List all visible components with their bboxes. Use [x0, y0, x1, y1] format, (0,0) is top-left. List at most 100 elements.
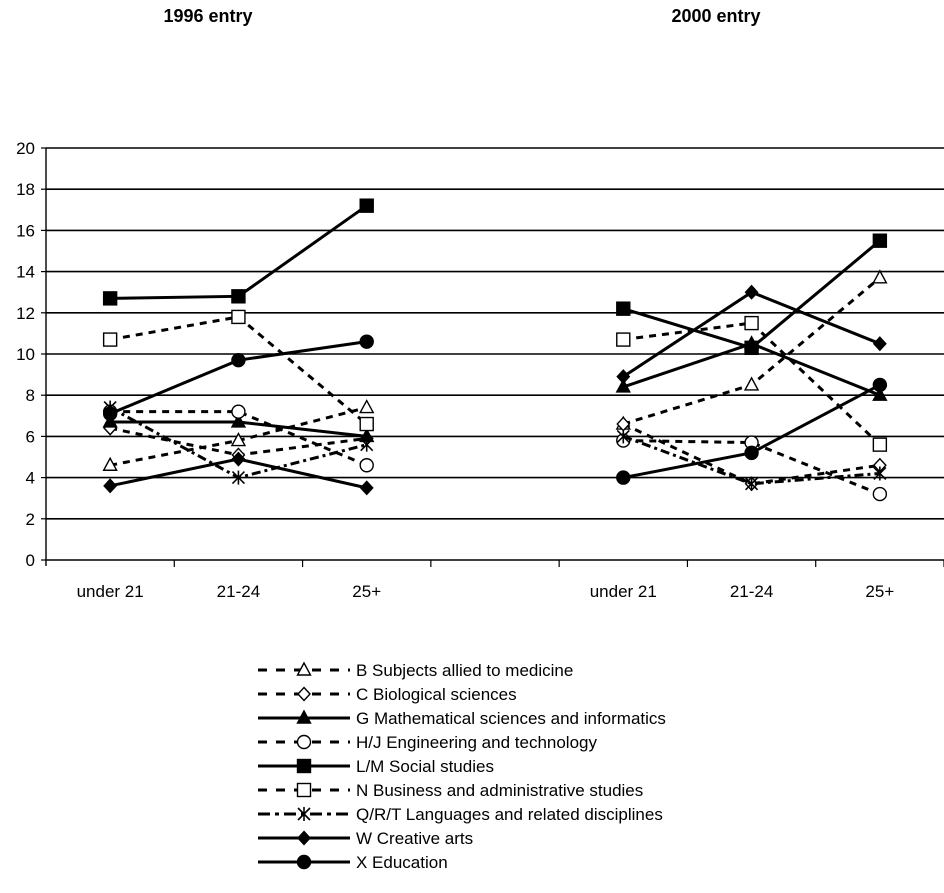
marker-diamond: [359, 480, 374, 496]
x-category-label: 21-24: [730, 582, 773, 601]
legend-item: C Biological sciences: [258, 685, 517, 704]
legend-item: H/J Engineering and technology: [258, 733, 597, 752]
legend-item: N Business and administrative studies: [258, 781, 643, 800]
legend-item: X Education: [258, 853, 448, 872]
series-c: [103, 416, 887, 492]
marker-circle: [102, 406, 118, 421]
marker-triangle: [872, 386, 888, 401]
x-category-label: under 21: [77, 582, 144, 601]
series-line: [623, 439, 881, 496]
y-tick-label: 14: [16, 263, 35, 282]
series-line: [622, 434, 880, 486]
marker-star: [745, 476, 759, 491]
y-tick-label: 2: [26, 510, 35, 529]
series-line: [110, 410, 368, 467]
marker-triangle: [230, 432, 247, 447]
legend-label: L/M Social studies: [356, 757, 494, 776]
marker-circle: [872, 486, 888, 502]
x-category-label: 21-24: [217, 582, 260, 601]
legend-label: Q/R/T Languages and related disciplines: [356, 805, 663, 824]
marker-square: [296, 758, 312, 774]
marker-circle: [359, 458, 374, 473]
marker-triangle: [102, 456, 118, 471]
marker-square: [359, 416, 374, 432]
marker-square: [872, 437, 888, 452]
marker-diamond: [297, 830, 311, 846]
marker-circle: [231, 404, 246, 419]
legend-label: W Creative arts: [356, 829, 473, 848]
marker-triangle: [296, 661, 312, 676]
series-line: [623, 321, 881, 446]
marker-triangle: [872, 269, 888, 284]
x-category-label: 25+: [352, 582, 381, 601]
marker-circle: [872, 377, 888, 393]
marker-square: [296, 782, 312, 798]
marker-circle: [296, 734, 312, 750]
marker-circle: [616, 470, 631, 485]
series-n: [102, 309, 888, 452]
panel-title-2000: 2000 entry: [671, 6, 760, 26]
marker-circle: [744, 445, 759, 461]
series-line: [622, 290, 881, 378]
marker-diamond: [231, 451, 246, 467]
marker-square: [359, 198, 374, 213]
y-tick-label: 18: [16, 180, 35, 199]
panel-title-1996: 1996 entry: [163, 6, 252, 26]
marker-square: [231, 289, 246, 304]
legend-item: B Subjects allied to medicine: [258, 661, 573, 680]
marker-diamond: [872, 336, 887, 352]
y-tick-label: 4: [26, 469, 35, 488]
marker-star: [297, 807, 311, 821]
marker-triangle: [615, 378, 631, 393]
marker-square: [616, 332, 631, 347]
x-category-label: 25+: [865, 582, 894, 601]
y-tick-label: 8: [26, 386, 35, 405]
y-tick-label: 12: [16, 304, 35, 323]
marker-square: [872, 233, 888, 248]
marker-square: [744, 315, 759, 331]
marker-triangle: [296, 709, 312, 724]
x-category-label: under 21: [590, 582, 657, 601]
legend-label: G Mathematical sciences and informatics: [356, 709, 666, 728]
marker-triangle: [743, 376, 760, 391]
marker-square: [102, 332, 118, 347]
marker-circle: [296, 854, 312, 870]
y-tick-label: 20: [16, 139, 35, 158]
marker-diamond: [616, 369, 631, 385]
marker-circle: [359, 334, 374, 349]
marker-square: [231, 309, 246, 325]
gridlines: [46, 147, 944, 520]
legend-label: X Education: [356, 853, 448, 872]
y-tick-label: 16: [16, 221, 35, 240]
legend-label: C Biological sciences: [356, 685, 517, 704]
legend-item: G Mathematical sciences and informatics: [258, 709, 666, 728]
legend-label: B Subjects allied to medicine: [356, 661, 573, 680]
marker-square: [616, 301, 631, 316]
series-line: [622, 422, 881, 486]
y-tick-label: 6: [26, 427, 35, 446]
marker-diamond: [103, 478, 118, 494]
marker-circle: [231, 352, 246, 368]
marker-triangle: [102, 413, 118, 428]
series-line: [110, 204, 368, 300]
marker-star: [360, 437, 374, 452]
legend: B Subjects allied to medicine C Biologica…: [258, 661, 666, 872]
series-lm: [102, 198, 888, 356]
series-x: [102, 334, 888, 485]
axes: 0 2 4 6 8 10 12 14 16 18 20 under 21 21-24 25+ under 2…: [16, 139, 944, 601]
marker-triangle: [359, 399, 375, 414]
marker-star: [873, 466, 887, 481]
series-line: [109, 340, 367, 416]
series-g: [102, 335, 888, 443]
marker-diamond: [297, 686, 311, 702]
series-w: [103, 284, 887, 496]
legend-item: W Creative arts: [258, 829, 473, 848]
series-line: [623, 383, 881, 480]
legend-label: H/J Engineering and technology: [356, 733, 597, 752]
marker-triangle: [230, 413, 247, 428]
y-tick-label: 10: [16, 345, 35, 364]
y-tick-label: 0: [26, 551, 35, 570]
legend-item: L/M Social studies: [258, 757, 494, 776]
legend-label: N Business and administrative studies: [356, 781, 643, 800]
